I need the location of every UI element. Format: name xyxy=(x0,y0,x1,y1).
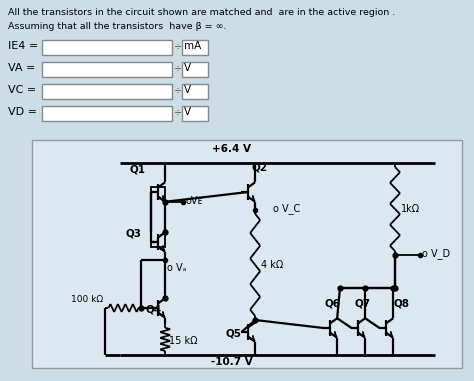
Text: Assuming that all the transistors  have β = ∞.: Assuming that all the transistors have β… xyxy=(8,22,227,31)
Text: V: V xyxy=(184,63,191,73)
Bar xyxy=(42,40,172,55)
Text: o Vₐ: o Vₐ xyxy=(167,263,187,273)
Text: 15 kΩ: 15 kΩ xyxy=(169,336,198,346)
Text: ÷: ÷ xyxy=(174,41,182,51)
Bar xyxy=(152,187,165,247)
Bar xyxy=(182,84,208,99)
Bar xyxy=(42,84,172,99)
Bar xyxy=(182,106,208,121)
Text: VC =: VC = xyxy=(8,85,36,95)
Text: 4 kΩ: 4 kΩ xyxy=(261,260,283,270)
Text: ÷: ÷ xyxy=(174,63,182,73)
Text: o V_C: o V_C xyxy=(273,203,301,214)
Bar xyxy=(182,40,208,55)
Text: Q5: Q5 xyxy=(226,329,242,339)
Text: 100 kΩ: 100 kΩ xyxy=(72,296,103,304)
Bar xyxy=(182,62,208,77)
Text: oVᴇ: oVᴇ xyxy=(185,196,202,206)
Bar xyxy=(42,106,172,121)
Text: ÷: ÷ xyxy=(174,107,182,117)
Text: -10.7 V: -10.7 V xyxy=(211,357,253,367)
Text: V: V xyxy=(184,85,191,95)
Text: +6.4 V: +6.4 V xyxy=(212,144,252,154)
Bar xyxy=(42,62,172,77)
Text: o V_D: o V_D xyxy=(422,248,450,259)
Text: IE4 =: IE4 = xyxy=(8,41,38,51)
Bar xyxy=(32,140,462,368)
Text: Q8: Q8 xyxy=(394,298,410,308)
Text: V: V xyxy=(184,107,191,117)
Text: VD =: VD = xyxy=(8,107,37,117)
Text: 1kΩ: 1kΩ xyxy=(401,204,420,214)
Text: Q1: Q1 xyxy=(130,164,146,174)
Text: mA: mA xyxy=(184,41,201,51)
Text: Q2: Q2 xyxy=(252,162,268,172)
Text: VA =: VA = xyxy=(8,63,36,73)
Text: All the transistors in the circuit shown are matched and  are in the active regi: All the transistors in the circuit shown… xyxy=(8,8,395,17)
Text: Q6: Q6 xyxy=(325,298,341,308)
Text: Q7: Q7 xyxy=(355,298,371,308)
Text: Q3: Q3 xyxy=(126,229,142,239)
Text: Q4: Q4 xyxy=(146,305,162,315)
Text: ÷: ÷ xyxy=(174,85,182,95)
